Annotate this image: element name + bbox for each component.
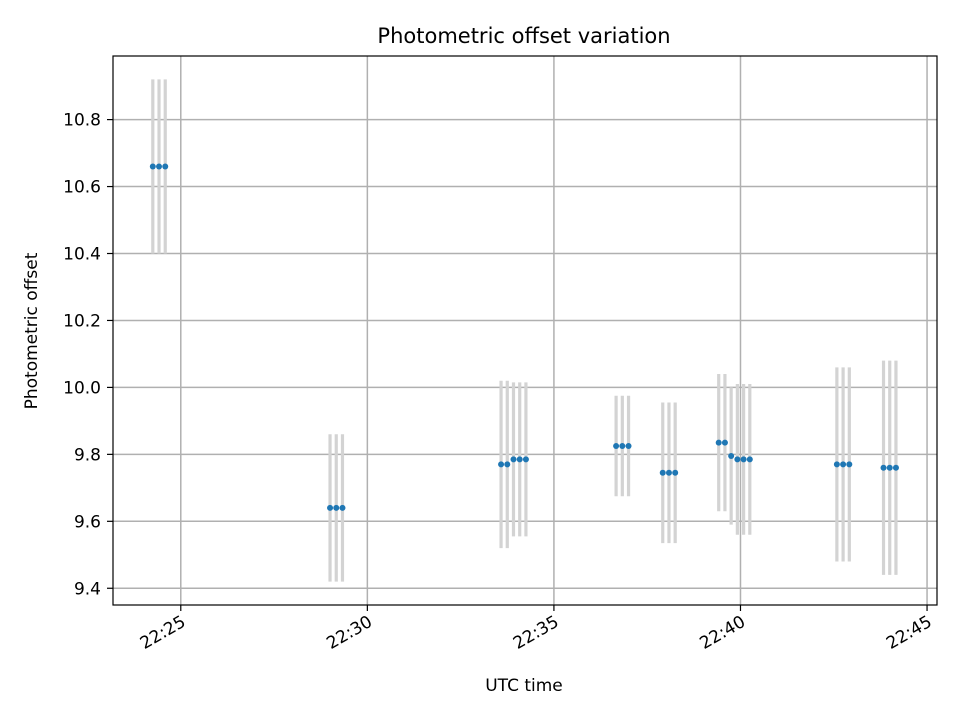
y-tick-label: 10.0 — [63, 378, 101, 398]
y-tick-label: 10.4 — [63, 245, 101, 265]
plot-frame — [112, 55, 938, 606]
data-point — [498, 461, 505, 468]
data-point — [886, 464, 893, 471]
y-axis-label: Photometric offset — [22, 252, 42, 409]
data-point — [333, 504, 340, 511]
data-point — [327, 504, 334, 511]
data-point — [840, 461, 847, 468]
data-point — [665, 469, 672, 476]
data-point — [619, 442, 626, 449]
y-tick-label: 9.6 — [74, 512, 101, 532]
y-ticks: 9.4 9.6 9.8 10.0 10.2 10.4 10.6 10.8 — [63, 111, 113, 599]
data-point — [721, 439, 728, 446]
data-point — [625, 442, 632, 449]
data-point — [522, 456, 529, 463]
data-point — [846, 461, 853, 468]
data-points — [149, 163, 899, 511]
data-point — [746, 456, 753, 463]
data-point — [516, 456, 523, 463]
data-point — [880, 464, 887, 471]
data-point — [504, 461, 511, 468]
y-tick-label: 9.8 — [74, 445, 101, 465]
data-point — [162, 163, 169, 170]
data-point — [613, 442, 620, 449]
data-point — [149, 163, 156, 170]
data-point — [734, 456, 741, 463]
data-point — [156, 163, 163, 170]
data-point — [672, 469, 679, 476]
data-point — [728, 453, 735, 460]
data-point — [715, 439, 722, 446]
y-tick-label: 10.6 — [63, 178, 101, 198]
data-point — [659, 469, 666, 476]
data-point — [833, 461, 840, 468]
y-tick-label: 9.4 — [74, 579, 101, 599]
x-axis-label: UTC time — [485, 676, 563, 696]
data-point — [740, 456, 747, 463]
chart-title: Photometric offset variation — [377, 24, 670, 48]
y-tick-label: 10.2 — [63, 311, 101, 331]
data-point — [339, 504, 346, 511]
data-point — [892, 464, 899, 471]
y-tick-label: 10.8 — [63, 111, 101, 131]
data-point — [510, 456, 517, 463]
